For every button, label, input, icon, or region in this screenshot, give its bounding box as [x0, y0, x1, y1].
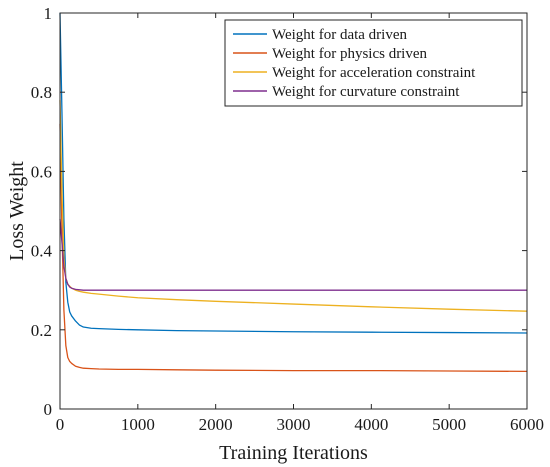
legend-label-2: Weight for physics driven: [272, 46, 428, 62]
x-tick-label: 0: [56, 415, 65, 434]
legend-label-1: Weight for data driven: [272, 27, 407, 43]
x-tick-label: 6000: [510, 415, 544, 434]
y-tick-label: 0.6: [31, 162, 52, 181]
series-line-4: [59, 218, 527, 291]
x-tick-label: 4000: [354, 415, 388, 434]
ticks-layer: 0 1000 2000 3000 4000 5000 6000 0 0.2 0.4 0.6 0.8 1: [31, 4, 544, 434]
legend: Weight for data driven Weight for physics…: [224, 19, 523, 107]
series-layer: [59, 12, 528, 373]
x-tick-label: 5000: [432, 415, 466, 434]
y-tick-label: 0.4: [31, 242, 53, 261]
x-axis-title: Training Iterations: [219, 442, 368, 464]
series-line-1: [59, 12, 528, 334]
legend-label-4: Weight for curvature constraint: [272, 84, 460, 100]
x-tick-label: 3000: [277, 415, 311, 434]
legend-box: [224, 19, 523, 107]
series-line-2: [59, 123, 528, 373]
x-tick-label: 2000: [199, 415, 233, 434]
y-tick-label: 0.8: [31, 83, 52, 102]
y-tick-label: 0: [44, 400, 53, 419]
y-axis-title: Loss Weight: [6, 161, 28, 261]
y-tick-label: 0.2: [31, 321, 52, 340]
y-tick-label: 1: [44, 4, 53, 23]
x-tick-label: 1000: [121, 415, 155, 434]
legend-label-3: Weight for acceleration constraint: [272, 65, 476, 81]
